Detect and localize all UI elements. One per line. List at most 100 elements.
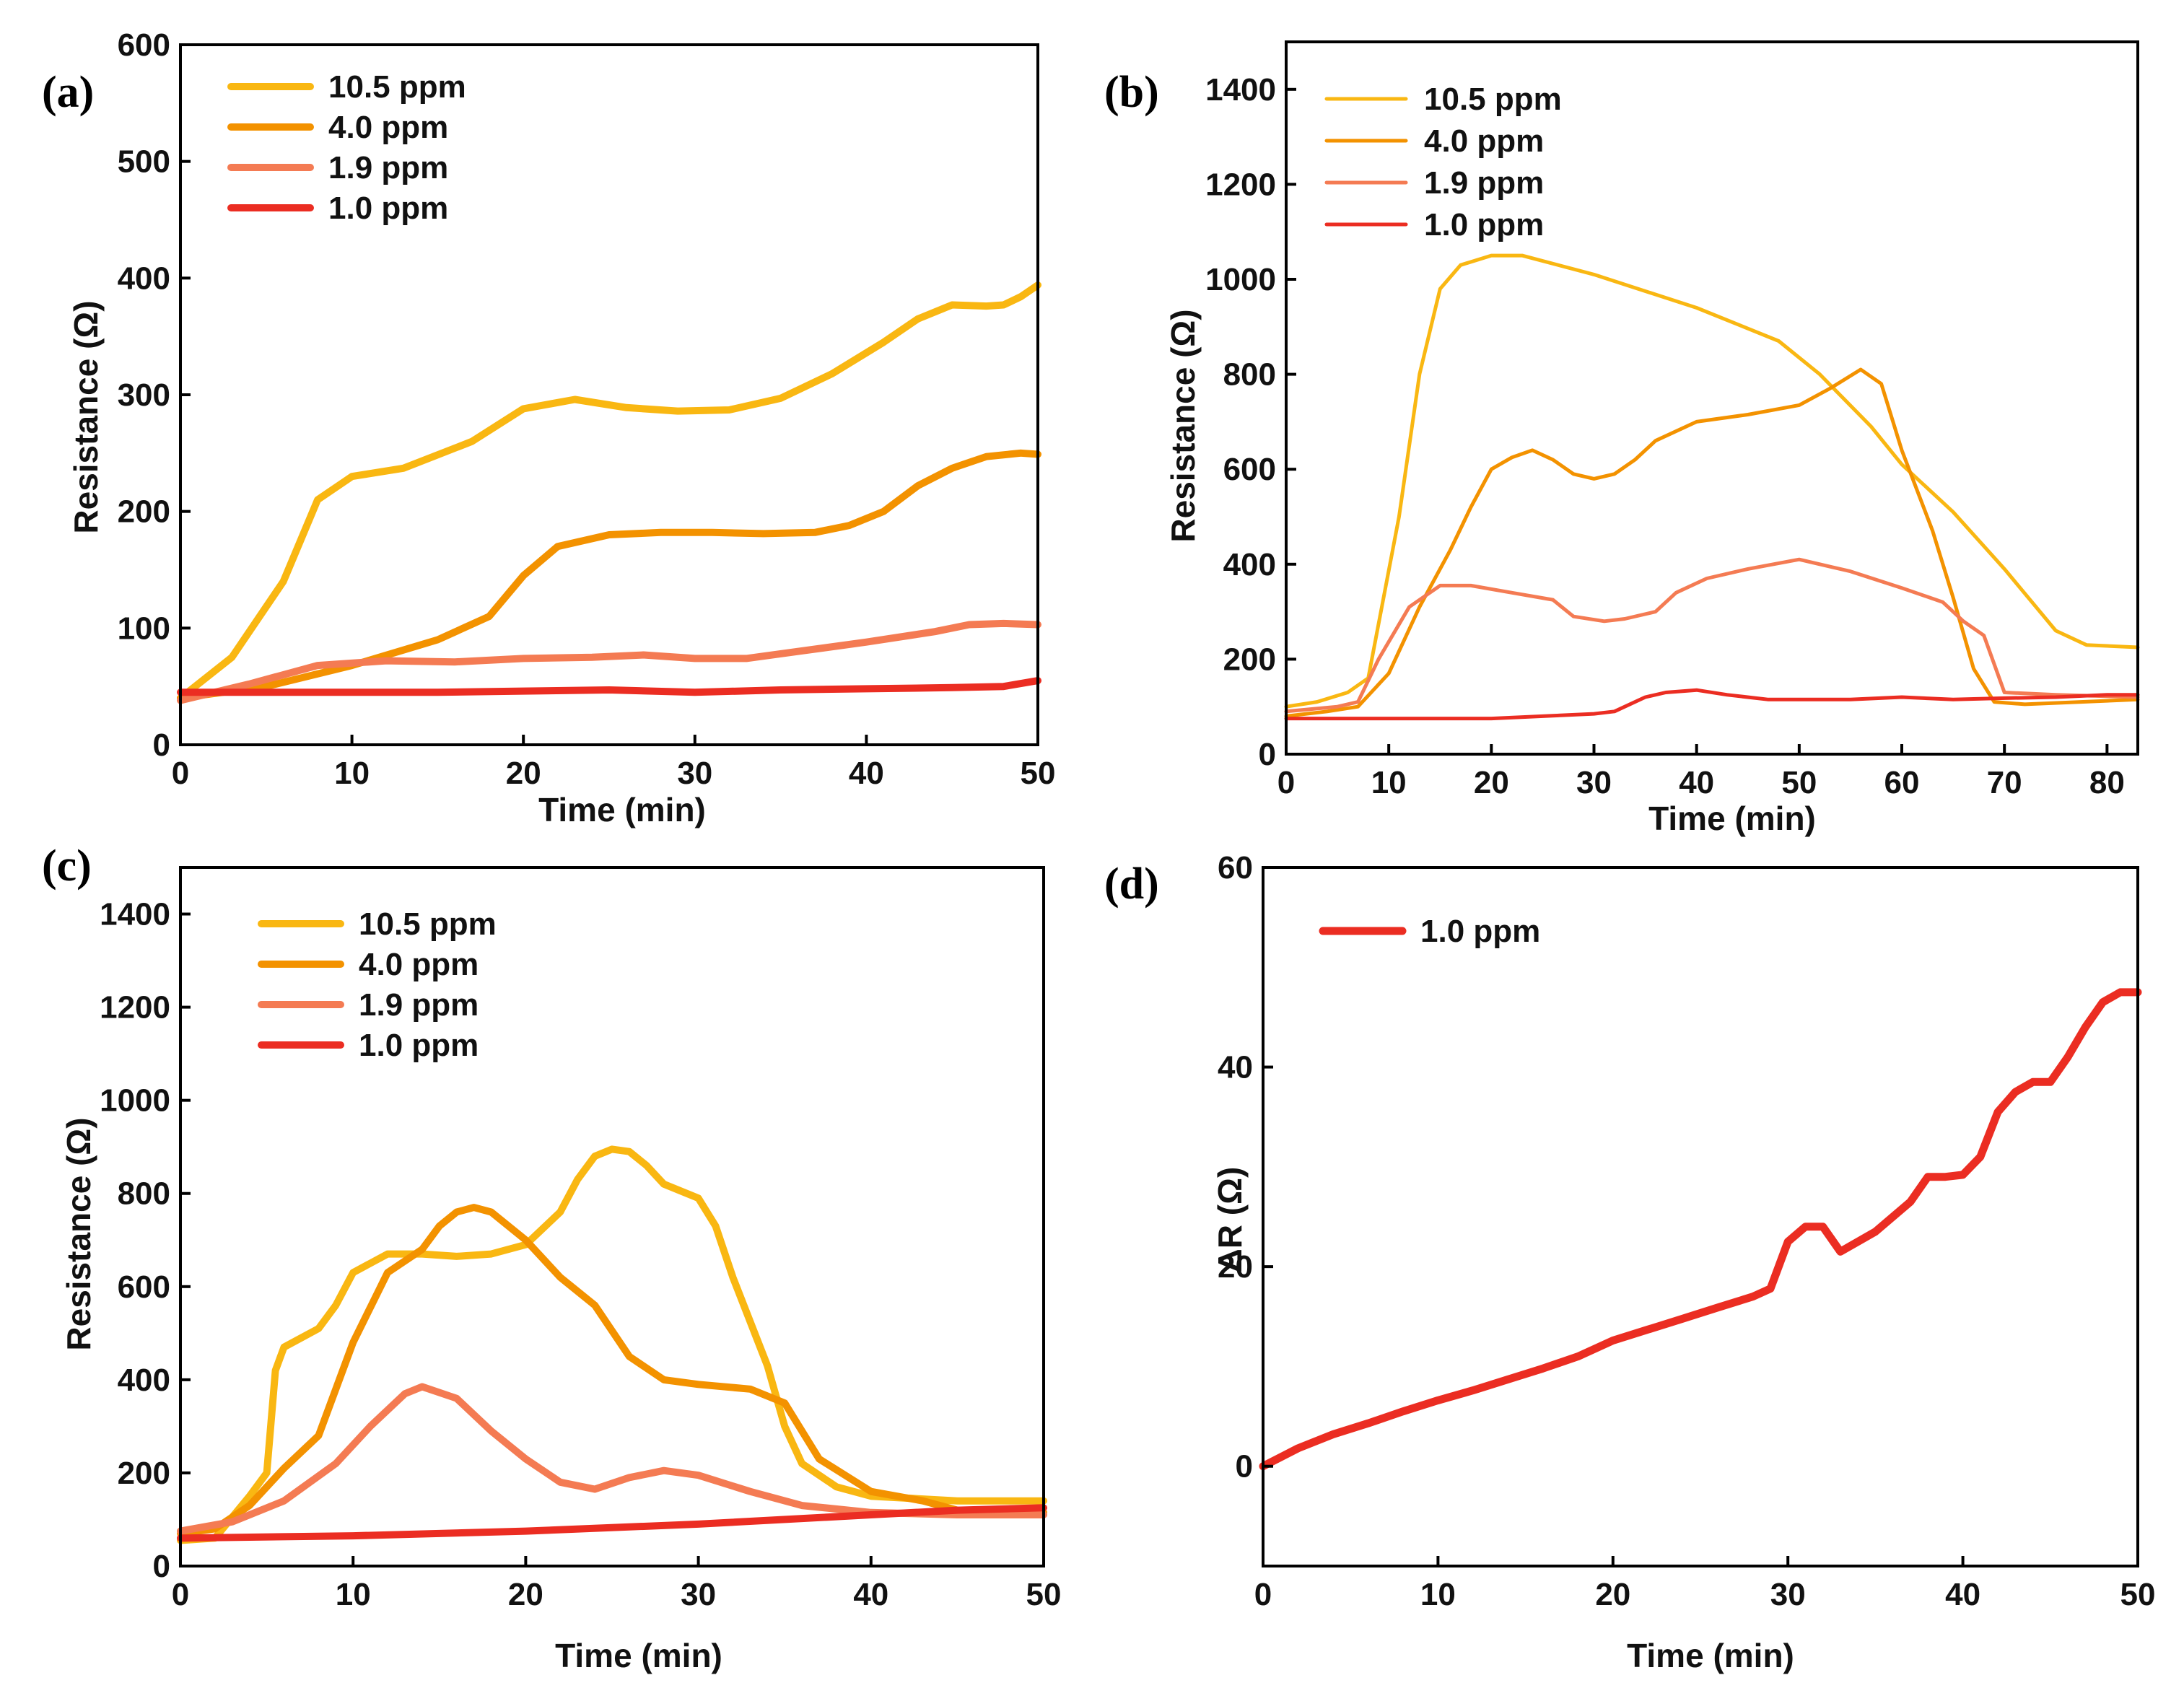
panel-c-legend: 10.5 ppm 4.0 ppm 1.9 ppm 1.0 ppm [258,906,497,1063]
panel-c-x-tick-label: 30 [681,1577,716,1612]
panel-b-legend-label-1: 4.0 ppm [1424,123,1544,159]
panel-b-x-tick-label: 20 [1474,765,1509,800]
panel-c-y-tick-label: 800 [118,1176,170,1212]
panel-d-legend-label-0: 1.0 ppm [1420,914,1540,949]
panel-a-y-tick-label: 300 [118,377,170,413]
panel-b-x-tick-label: 10 [1371,765,1407,800]
panel-a-y-tick-label: 0 [153,727,170,763]
panel-c-x-tick-label: 0 [172,1577,189,1612]
panel-b-series-line-3 [1284,688,2140,721]
panel-a-y-axis-label: Resistance (Ω) [67,300,105,533]
panel-a-y-tick-label: 200 [118,494,170,530]
panel-d-x-tick-label: 40 [1945,1577,1980,1612]
panel-a-legend-label-2: 1.9 ppm [328,150,448,185]
panel-b-y-tick-label: 800 [1223,357,1276,393]
panel-a-legend: 10.5 ppm 4.0 ppm 1.9 ppm 1.0 ppm [227,69,466,226]
panel-b-plot-frame [1285,40,2139,756]
panel-b-x-tick-label: 30 [1576,765,1612,800]
panel-b-x-tick-label: 80 [2089,765,2125,800]
panel-d-x-tick-label: 20 [1595,1577,1630,1612]
panel-c-x-tick-label: 20 [508,1577,543,1612]
panel-c-y-tick-label: 1400 [100,897,170,932]
panel-c-plot-area [177,1145,1047,1544]
panel-d-y-tick-label: 0 [1236,1449,1253,1484]
panel-c-legend-label-1: 4.0 ppm [359,947,479,982]
panel-c-y-tick-label: 0 [153,1549,170,1584]
panel-b-y-axis-label: Resistance (Ω) [1164,309,1202,542]
panel-c-x-axis-label: Time (min) [555,1637,722,1674]
panel-a-y-tick-label: 600 [118,27,170,63]
panel-c-legend-label-3: 1.0 ppm [359,1028,479,1063]
panel-a-x-tick-label: 50 [1021,756,1056,791]
panel-a-legend-label-3: 1.0 ppm [328,191,448,226]
panel-a-x-tick-label: 20 [506,756,541,791]
panel-a-plot-area [177,281,1041,704]
panel-a-x-tick-label: 30 [677,756,712,791]
panel-a-x-tick-label: 0 [172,756,189,791]
panel-b-legend-label-2: 1.9 ppm [1424,165,1544,201]
panel-b-x-tick-label: 60 [1884,765,1920,800]
panel-d-x-axis-label: Time (min) [1627,1637,1794,1674]
panel-b-series-line-1 [1284,367,2140,718]
panel-d-y-axis-label: ΔR (Ω) [1211,1167,1249,1273]
panel-b-x-tick-label: 50 [1781,765,1817,800]
panel-b-y-tick-label: 1000 [1205,262,1276,297]
panel-c-y-tick-label: 1200 [100,990,170,1026]
panel-b-label: (b) [1104,68,1159,117]
panel-c-y-tick-label: 200 [118,1456,170,1491]
panel-d-plot-area [1259,988,2142,1471]
panel-d: (d) Time (min) ΔR (Ω) 0 10 20 30 40 50 0 20 40 60… [1104,850,2155,1674]
panel-c-x-tick-label: 10 [336,1577,371,1612]
panel-c: (c) Time (min) Resistance (Ω) 0 10 20 30 40 5… [42,841,1061,1674]
panel-d-y-tick-label: 20 [1218,1249,1253,1285]
panel-b-plot-area [1284,253,2140,721]
panel-b-y-tick-label: 0 [1259,737,1276,772]
panel-d-series-line-0 [1259,988,2142,1471]
panel-b-x-tick-label: 70 [1987,765,2022,800]
panel-b-y-tick-label: 1400 [1205,72,1276,108]
panel-d-x-tick-label: 30 [1770,1577,1806,1612]
panel-d-label: (d) [1104,860,1159,909]
panel-d-y-tick-label: 60 [1218,850,1253,886]
panel-b-series-line-2 [1284,557,2140,714]
panel-a-x-axis-label: Time (min) [538,791,706,828]
panel-c-y-tick-label: 400 [118,1363,170,1398]
panel-b-x-tick-label: 40 [1679,765,1714,800]
panel-c-y-axis-label: Resistance (Ω) [60,1117,97,1350]
panel-d-y-tick-label: 40 [1218,1050,1253,1085]
panel-b-legend: 10.5 ppm 4.0 ppm 1.9 ppm 1.0 ppm [1324,82,1562,242]
panel-a-series-line-2 [177,619,1041,704]
panel-c-x-tick-label: 40 [853,1577,888,1612]
panel-b-legend-label-0: 10.5 ppm [1424,82,1562,117]
panel-a-x-tick-label: 40 [849,756,884,791]
panel-c-series-line-2 [177,1383,1047,1535]
panel-a-label: (a) [42,68,94,117]
panel-d-legend: 1.0 ppm [1319,914,1540,949]
panel-a-x-tick-label: 10 [334,756,370,791]
panel-a-y-tick-label: 500 [118,144,170,180]
panel-c-y-tick-label: 1000 [100,1083,170,1119]
panel-a-y-tick-label: 400 [118,261,170,296]
panel-c-y-tick-label: 600 [118,1269,170,1305]
panel-b-x-axis-label: Time (min) [1648,800,1816,837]
panel-c-legend-label-2: 1.9 ppm [359,987,479,1023]
panel-c-plot-frame [179,866,1045,1567]
panel-d-plot-frame [1262,866,2139,1567]
panel-b-legend-label-3: 1.0 ppm [1424,207,1544,242]
panel-c-series-line-3 [177,1504,1047,1542]
panel-c-x-tick-label: 50 [1026,1577,1062,1612]
panel-b-y-tick-label: 1200 [1205,167,1276,202]
panel-b-x-tick-label: 0 [1277,765,1295,800]
panel-b-series-line-0 [1284,253,2140,709]
panel-b-y-tick-label: 200 [1223,642,1276,677]
panel-b: (b) Time (min) Resistance (Ω) 0 10 20 30 40 5… [1104,40,2140,837]
panel-b-y-tick-label: 400 [1223,547,1276,582]
panel-b-y-tick-label: 600 [1223,452,1276,487]
panel-a: (a) Time (min) Resistance (Ω) 0 10 20 30 40 5… [42,27,1055,828]
panel-d-x-tick-label: 50 [2120,1577,2156,1612]
panel-c-series-line-0 [177,1145,1047,1544]
panel-a-series-line-3 [177,677,1041,696]
panel-a-series-line-1 [177,449,1041,702]
